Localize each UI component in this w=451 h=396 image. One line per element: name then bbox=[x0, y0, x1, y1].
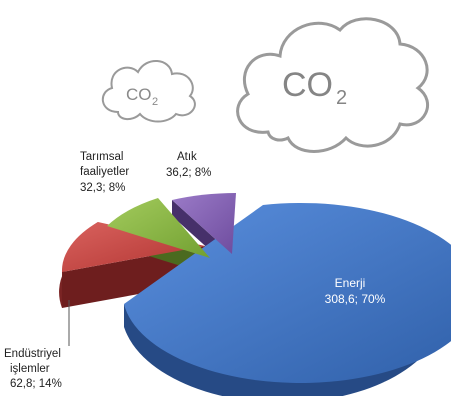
co2-large-subscript: 2 bbox=[336, 87, 347, 109]
slice-tarimsal bbox=[107, 198, 210, 258]
slice-enerji bbox=[124, 202, 451, 383]
label-atik-line-2: 36,2; 8% bbox=[166, 167, 211, 179]
label-enduistriyel: Endüstriyel işlemler 62,8; 14% bbox=[4, 348, 62, 390]
label-enduistriyel-line-3: 62,8; 14% bbox=[10, 378, 62, 390]
co2-cloud-small-icon: CO 2 bbox=[102, 60, 196, 123]
label-tarimsal-line-3: 32,3; 8% bbox=[80, 182, 125, 194]
label-enerji-name: Enerji bbox=[335, 276, 366, 290]
co2-large-label: CO bbox=[282, 66, 333, 104]
label-enduistriyel-line-1: Endüstriyel bbox=[4, 348, 61, 360]
label-enerji-value: 308,6; 70% bbox=[325, 292, 386, 306]
label-tarimsal-line-2: faaliyetler bbox=[80, 166, 129, 178]
co2-small-subscript: 2 bbox=[152, 96, 158, 108]
label-tarimsal: Tarımsal faaliyetler 32,3; 8% bbox=[80, 151, 129, 194]
label-atik: Atık 36,2; 8% bbox=[166, 151, 211, 179]
slice-atik bbox=[172, 193, 236, 254]
co2-small-label: CO bbox=[126, 85, 152, 104]
slice-enduistriyel bbox=[61, 222, 206, 272]
label-enerji: Enerji 308,6; 70% bbox=[325, 276, 386, 306]
label-atik-line-1: Atık bbox=[177, 151, 197, 163]
co2-cloud-large-icon: CO 2 bbox=[236, 17, 430, 153]
label-tarimsal-line-1: Tarımsal bbox=[80, 151, 123, 163]
label-enduistriyel-line-2: işlemler bbox=[10, 363, 50, 375]
